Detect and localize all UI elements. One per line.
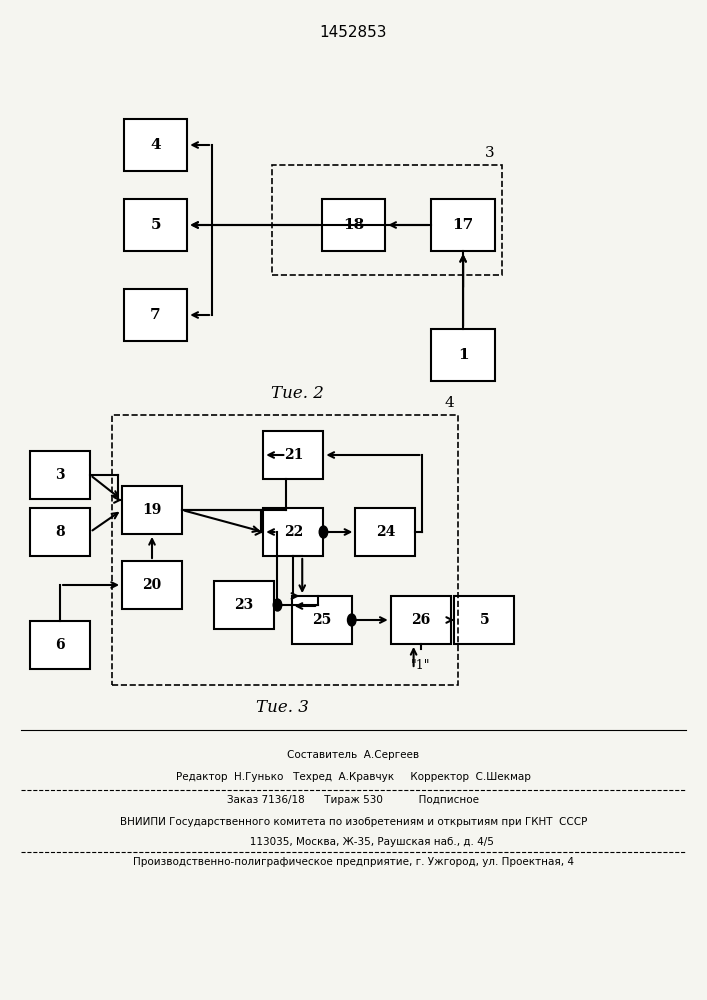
FancyBboxPatch shape: [322, 199, 385, 251]
Text: 4: 4: [445, 396, 455, 410]
Text: 5: 5: [151, 218, 160, 232]
Text: 24: 24: [375, 525, 395, 539]
Text: 20: 20: [142, 578, 162, 592]
Circle shape: [273, 599, 281, 611]
FancyBboxPatch shape: [124, 119, 187, 171]
FancyBboxPatch shape: [30, 451, 90, 499]
FancyBboxPatch shape: [355, 508, 415, 556]
Text: Производственно-полиграфическое предприятие, г. Ужгород, ул. Проектная, 4: Производственно-полиграфическое предприя…: [133, 857, 574, 867]
Circle shape: [319, 526, 327, 538]
Text: 19: 19: [142, 503, 162, 517]
Text: 3: 3: [485, 146, 495, 160]
Text: 22: 22: [284, 525, 303, 539]
FancyBboxPatch shape: [122, 486, 182, 534]
Text: ВНИИПИ Государственного комитета по изобретениям и открытиям при ГКНТ  СССР: ВНИИПИ Государственного комитета по изоб…: [119, 817, 588, 827]
Text: 1452853: 1452853: [320, 25, 387, 40]
Text: 4: 4: [150, 138, 161, 152]
Text: 23: 23: [234, 598, 254, 612]
Text: 17: 17: [452, 218, 474, 232]
Text: 7: 7: [150, 308, 161, 322]
Text: Τие. 2: Τие. 2: [271, 384, 323, 401]
Text: Редактор  Н.Гунько   Техред  А.Кравчук     Корректор  С.Шекмар: Редактор Н.Гунько Техред А.Кравчук Корре…: [176, 772, 531, 782]
FancyBboxPatch shape: [214, 581, 274, 629]
FancyBboxPatch shape: [263, 431, 324, 479]
Text: Заказ 7136/18      Тираж 530           Подписное: Заказ 7136/18 Тираж 530 Подписное: [228, 795, 479, 805]
FancyBboxPatch shape: [124, 199, 187, 251]
Text: 6: 6: [55, 638, 65, 652]
Text: "1": "1": [411, 659, 431, 672]
Text: 3: 3: [55, 468, 65, 482]
Text: Составитель  А.Сергеев: Составитель А.Сергеев: [288, 750, 419, 760]
FancyBboxPatch shape: [431, 329, 495, 381]
FancyBboxPatch shape: [30, 621, 90, 669]
Text: 21: 21: [284, 448, 303, 462]
Text: Τие. 3: Τие. 3: [257, 700, 309, 716]
FancyBboxPatch shape: [455, 596, 515, 644]
Text: 113035, Москва, Ж-35, Раушская наб., д. 4/5: 113035, Москва, Ж-35, Раушская наб., д. …: [214, 837, 493, 847]
Text: 1: 1: [457, 348, 469, 362]
FancyBboxPatch shape: [122, 561, 182, 609]
FancyBboxPatch shape: [124, 289, 187, 341]
Circle shape: [347, 614, 356, 626]
Text: 25: 25: [312, 613, 332, 627]
FancyBboxPatch shape: [390, 596, 451, 644]
FancyBboxPatch shape: [431, 199, 495, 251]
Text: 5: 5: [479, 613, 489, 627]
FancyBboxPatch shape: [263, 508, 324, 556]
FancyBboxPatch shape: [291, 596, 351, 644]
FancyBboxPatch shape: [30, 508, 90, 556]
Text: 26: 26: [411, 613, 431, 627]
Text: 8: 8: [55, 525, 65, 539]
Text: 18: 18: [343, 218, 364, 232]
